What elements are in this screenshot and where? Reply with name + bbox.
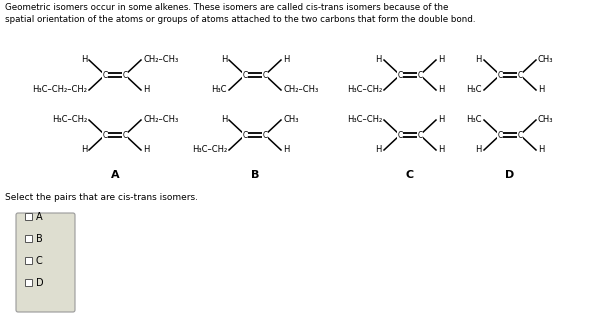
Text: H₃C: H₃C <box>211 86 227 95</box>
FancyBboxPatch shape <box>16 213 75 312</box>
Text: H: H <box>438 56 444 65</box>
Text: CH₃: CH₃ <box>538 116 553 124</box>
Bar <box>25 213 32 220</box>
Text: H₃C–CH₂: H₃C–CH₂ <box>52 116 87 124</box>
Text: H₃C: H₃C <box>467 86 482 95</box>
Text: H: H <box>438 86 444 95</box>
Text: C: C <box>122 70 128 79</box>
Text: H: H <box>438 116 444 124</box>
Text: C: C <box>102 70 108 79</box>
Text: C: C <box>497 130 503 140</box>
Text: H: H <box>538 86 544 95</box>
Text: CH₃: CH₃ <box>538 56 553 65</box>
Text: H: H <box>438 145 444 154</box>
Text: C: C <box>497 70 503 79</box>
Bar <box>25 279 32 286</box>
Text: C: C <box>243 70 247 79</box>
Text: H: H <box>376 145 382 154</box>
Text: C: C <box>397 130 403 140</box>
Text: Geometric isomers occur in some alkenes. These isomers are called cis-trans isom: Geometric isomers occur in some alkenes.… <box>5 3 476 25</box>
Text: H: H <box>143 86 149 95</box>
Text: A: A <box>111 170 119 180</box>
Text: C: C <box>243 130 247 140</box>
Text: H₃C–CH₂: H₃C–CH₂ <box>192 145 227 154</box>
Text: D: D <box>36 277 44 287</box>
Text: C: C <box>418 70 423 79</box>
Text: C: C <box>262 130 268 140</box>
Text: H: H <box>220 56 227 65</box>
Text: H₃C–CH₂: H₃C–CH₂ <box>347 86 382 95</box>
Text: C: C <box>262 70 268 79</box>
Text: H: H <box>81 145 87 154</box>
Text: C: C <box>418 130 423 140</box>
Text: H: H <box>283 56 289 65</box>
Text: Select the pairs that are cis-trans isomers.: Select the pairs that are cis-trans isom… <box>5 193 198 202</box>
Text: CH₂–CH₃: CH₂–CH₃ <box>143 56 179 65</box>
Text: H: H <box>376 56 382 65</box>
Text: H: H <box>81 56 87 65</box>
Text: C: C <box>397 70 403 79</box>
Text: CH₃: CH₃ <box>283 116 298 124</box>
Text: C: C <box>518 130 522 140</box>
Text: C: C <box>36 255 43 266</box>
Text: H: H <box>476 56 482 65</box>
Bar <box>25 235 32 242</box>
Text: H: H <box>220 116 227 124</box>
Text: H₃C: H₃C <box>467 116 482 124</box>
Text: D: D <box>506 170 515 180</box>
Text: H: H <box>283 145 289 154</box>
Text: C: C <box>518 70 522 79</box>
Text: C: C <box>122 130 128 140</box>
Text: H₃C–CH₂–CH₂: H₃C–CH₂–CH₂ <box>32 86 87 95</box>
Text: C: C <box>406 170 414 180</box>
Text: H: H <box>143 145 149 154</box>
Text: H: H <box>538 145 544 154</box>
Text: C: C <box>102 130 108 140</box>
Text: CH₂–CH₃: CH₂–CH₃ <box>283 86 318 95</box>
Text: CH₂–CH₃: CH₂–CH₃ <box>143 116 179 124</box>
Text: B: B <box>251 170 259 180</box>
Text: A: A <box>36 212 43 222</box>
Text: B: B <box>36 234 43 244</box>
Text: H: H <box>476 145 482 154</box>
Bar <box>25 257 32 264</box>
Text: H₃C–CH₂: H₃C–CH₂ <box>347 116 382 124</box>
